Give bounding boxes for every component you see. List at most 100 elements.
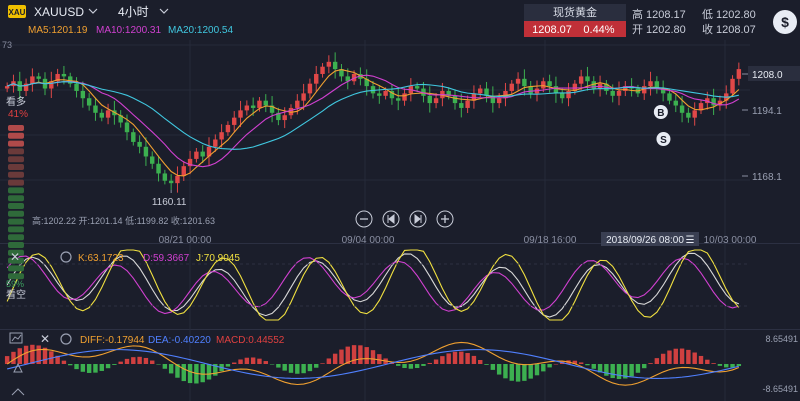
quote-title-bg: [524, 4, 626, 21]
candle-body: [364, 78, 369, 87]
quote-price: 1208.07: [532, 24, 572, 36]
close-label: 收: [702, 22, 713, 36]
candle-body: [673, 100, 678, 106]
ma5-legend: MA5:1201.19: [28, 25, 88, 36]
macd-histogram-bar: [301, 364, 306, 374]
candle-body: [181, 166, 186, 176]
candle-body: [585, 76, 590, 82]
macd-histogram-bar: [332, 353, 338, 364]
sentiment-segment: [8, 242, 24, 248]
dollar-icon[interactable]: [773, 10, 797, 34]
macd-indicator-icon[interactable]: [9, 332, 23, 344]
bear-label: 看空: [6, 288, 26, 301]
macd-histogram-bar: [370, 350, 376, 364]
minus-icon[interactable]: [355, 210, 373, 228]
macd-histogram-bar: [105, 364, 111, 369]
crosshair-time-label: 2018/09/26 08:00: [606, 235, 684, 246]
high-label: 高: [632, 7, 643, 21]
macd-histogram-bar: [686, 349, 691, 364]
collapse-icon[interactable]: [11, 388, 25, 396]
candle-body: [68, 76, 73, 84]
candle-body: [452, 95, 458, 104]
macd-histogram-bar: [80, 364, 86, 372]
macd-close-icon[interactable]: ✕: [40, 332, 50, 346]
zoom-controls: [355, 210, 454, 228]
buy-marker-icon: [653, 105, 668, 119]
candle-body: [269, 105, 275, 113]
macd-histogram-bar: [206, 364, 212, 380]
bull-label: 看多: [6, 95, 26, 108]
macd-diff-line: [6, 341, 740, 386]
macd-histogram-bar: [553, 363, 559, 365]
macd-histogram-bar: [232, 362, 237, 364]
macd-value-legend: MACD:0.44552: [216, 335, 285, 346]
candle-body: [194, 151, 199, 159]
candle-body: [118, 115, 123, 123]
macd-histogram-bar: [339, 349, 344, 364]
macd-histogram-bar: [465, 353, 470, 364]
candle-body: [219, 132, 224, 140]
sell-marker-icon: [656, 132, 671, 146]
sentiment-segment: [8, 273, 24, 280]
candle-body: [345, 76, 350, 82]
high-value: 1208.17: [646, 9, 686, 21]
candle-body: [326, 61, 332, 67]
macd-histogram-bar: [660, 353, 666, 364]
macd-histogram-bar: [131, 357, 136, 364]
macd-histogram-bar: [86, 364, 92, 373]
ma5-line: [6, 69, 740, 177]
macd-histogram-bar: [578, 362, 584, 364]
kdj-d-line: [6, 255, 739, 315]
macd-histogram-bar: [396, 364, 401, 366]
period-chevron-down-icon[interactable]: [159, 8, 169, 14]
macd-histogram-bar: [503, 364, 508, 379]
candle-body: [156, 163, 161, 174]
macd-histogram-bar: [452, 351, 458, 364]
candle-body: [4, 86, 10, 89]
macd-histogram-bar: [414, 364, 420, 368]
sentiment-segment: [8, 249, 24, 256]
symbol-selector[interactable]: XAUUSD: [34, 5, 84, 19]
ma20-legend: MA20:1200.54: [168, 25, 233, 36]
candle-body: [414, 86, 420, 89]
candle-body: [396, 98, 401, 101]
candle-body: [93, 105, 98, 113]
candle-body: [667, 93, 672, 101]
period-selector[interactable]: 4小时: [118, 5, 149, 19]
open-value: 1202.80: [646, 24, 686, 36]
sentiment-segment: [8, 125, 24, 131]
macd-gear-icon[interactable]: [60, 333, 72, 345]
candle-body: [332, 61, 338, 70]
skip-end-icon[interactable]: [409, 210, 427, 228]
macd-histogram-bar: [42, 347, 48, 364]
macd-histogram-bar: [213, 364, 218, 376]
kdj-close-icon[interactable]: ✕: [10, 250, 20, 264]
macd-histogram-bar: [93, 364, 98, 373]
sentiment-segment: [8, 257, 24, 264]
skip-start-icon[interactable]: [382, 210, 400, 228]
plus-icon[interactable]: [436, 210, 454, 228]
candle-body: [187, 158, 193, 167]
drawing-tool-icon[interactable]: [13, 362, 23, 373]
symbol-chevron-down-icon[interactable]: [88, 8, 98, 14]
candle-body: [200, 151, 205, 157]
macd-histogram-bar: [478, 359, 483, 364]
main-left-label: 73: [2, 40, 12, 50]
macd-histogram-bar: [654, 358, 660, 364]
kdj-gear-icon[interactable]: [60, 251, 72, 263]
macd-histogram-bar: [534, 364, 540, 376]
sentiment-segment: [8, 226, 24, 233]
candle-body: [244, 105, 250, 111]
candle-body: [150, 156, 155, 164]
macd-histogram-bar: [377, 354, 382, 364]
sentiment-segment: [8, 203, 24, 209]
macd-histogram-bar: [623, 364, 628, 379]
candle-body: [730, 78, 735, 94]
macd-histogram-bar: [572, 360, 578, 364]
candle-body: [566, 90, 571, 99]
candle-body: [80, 90, 86, 99]
macd-histogram-bar: [705, 359, 710, 364]
macd-histogram-bar: [23, 345, 29, 364]
low-label: 低: [702, 8, 713, 21]
